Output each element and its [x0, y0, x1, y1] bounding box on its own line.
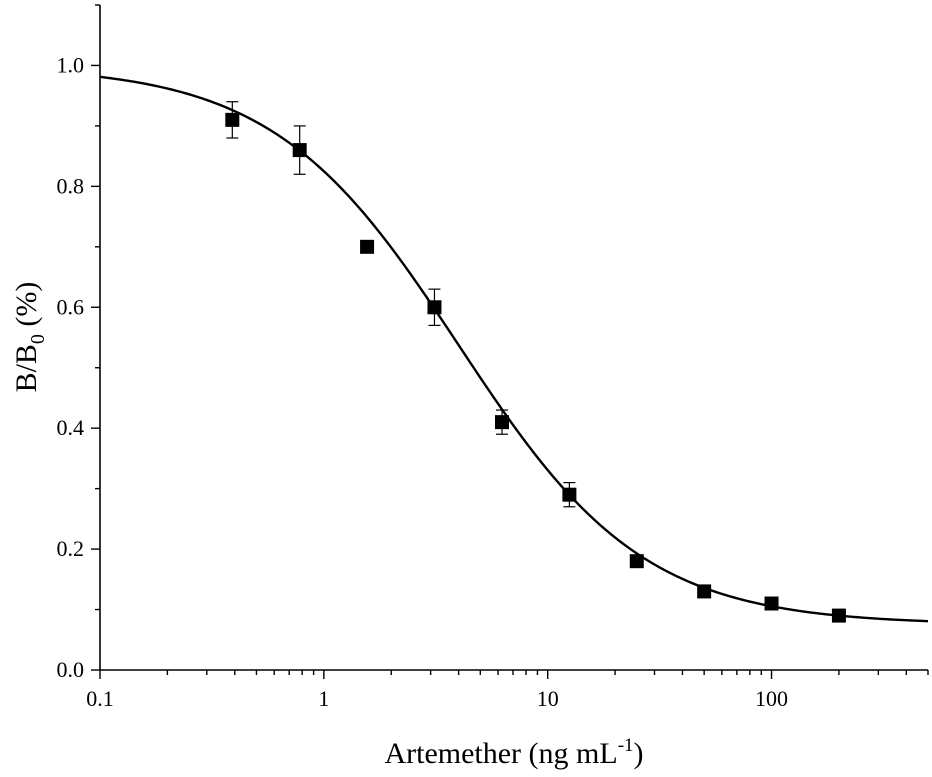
data-point: [225, 101, 240, 139]
square-marker: [629, 554, 644, 569]
data-point: [831, 608, 846, 623]
fit-curve: [99, 75, 929, 623]
x-axis-title: Artemether (ng mL-1): [384, 735, 643, 770]
data-point: [764, 596, 779, 611]
square-marker: [495, 415, 510, 430]
square-marker: [225, 112, 240, 127]
y-tick-label: 1.0: [57, 52, 85, 77]
x-axis-title-sup: -1: [618, 735, 634, 756]
data-points-layer: [225, 101, 846, 623]
data-point: [292, 125, 307, 175]
ticks: 0.0 0.2 0.4 0.6 0.8 1.0 0.1 1 10 100: [57, 4, 929, 711]
x-tick-label: 1: [318, 686, 329, 711]
square-marker: [427, 300, 442, 315]
data-point: [495, 409, 510, 435]
x-tick-label: 0.1: [86, 686, 114, 711]
square-marker: [562, 487, 577, 502]
x-tick-label: 10: [537, 686, 559, 711]
x-tick-label: 100: [755, 686, 788, 711]
square-marker: [360, 239, 375, 254]
data-point: [427, 288, 442, 327]
data-point: [629, 554, 644, 569]
square-marker: [764, 596, 779, 611]
y-axis-title-sub: 0: [27, 334, 49, 344]
fit-curve-layer: [99, 75, 929, 623]
y-tick-label: 0.0: [57, 657, 85, 682]
y-axis-title: B/B0 (%): [10, 282, 49, 393]
data-point: [360, 239, 375, 254]
square-marker: [292, 143, 307, 158]
y-tick-label: 0.2: [57, 536, 85, 561]
square-marker: [697, 584, 712, 599]
x-axis-title-close: ): [634, 737, 644, 770]
y-axis-title-main: B/B: [10, 344, 43, 392]
y-tick-label: 0.8: [57, 173, 85, 198]
axes: [99, 5, 928, 671]
data-point: [697, 584, 712, 599]
x-axis-title-main: Artemether (ng mL: [384, 737, 617, 770]
y-axis-title-suffix: (%): [10, 282, 43, 334]
data-point: [562, 481, 577, 508]
y-tick-label: 0.6: [57, 294, 85, 319]
square-marker: [831, 608, 846, 623]
y-tick-label: 0.4: [57, 415, 85, 440]
